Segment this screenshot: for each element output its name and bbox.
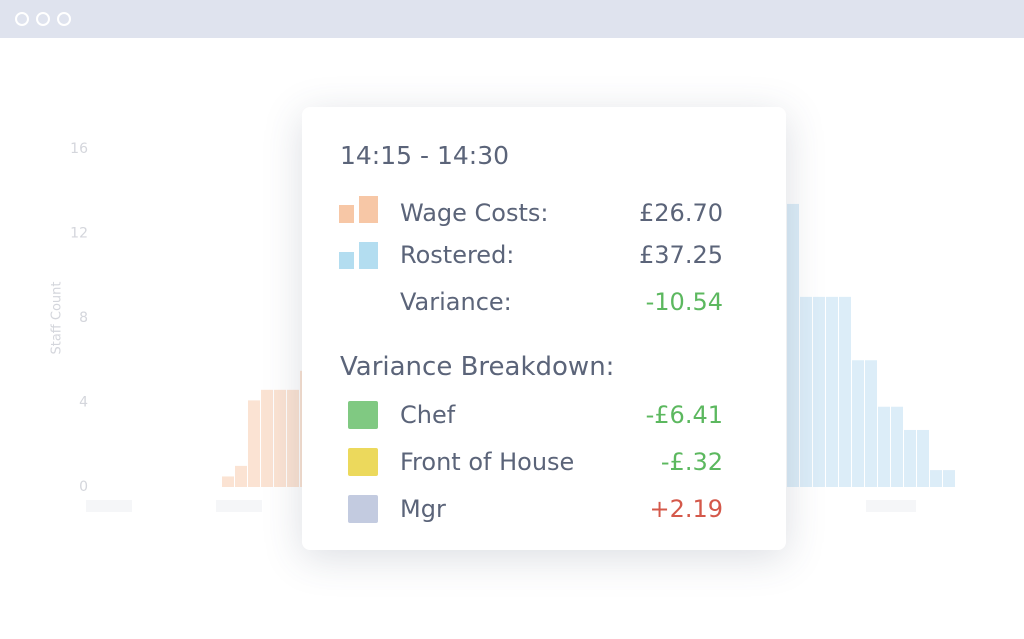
y-tick-label: 4 — [79, 395, 88, 411]
bar — [274, 389, 286, 487]
x-label-placeholder — [216, 500, 262, 512]
y-tick-label: 8 — [79, 310, 88, 326]
summary-label: Rostered: — [400, 241, 515, 269]
y-tick-label: 0 — [79, 479, 88, 495]
swatch — [348, 401, 378, 429]
window-dot — [57, 12, 71, 26]
summary-label: Variance: — [400, 288, 512, 316]
bar — [287, 389, 299, 487]
tooltip-card: 14:15 - 14:30 Variance Breakdown: Wage C… — [302, 107, 786, 550]
breakdown-value: -£.32 — [660, 448, 723, 476]
breakdown-label: Mgr — [400, 495, 446, 523]
icon — [359, 196, 378, 223]
breakdown-value: +2.19 — [649, 495, 723, 523]
summary-value: £26.70 — [639, 199, 723, 227]
swatch — [348, 495, 378, 523]
y-tick-label: 12 — [70, 226, 88, 242]
bar — [235, 465, 247, 487]
legend-icons — [339, 196, 378, 269]
summary-value: £37.25 — [639, 241, 723, 269]
bar — [917, 429, 929, 487]
x-label-placeholder — [866, 500, 916, 512]
bar — [891, 406, 903, 487]
bar — [852, 360, 864, 487]
icon — [359, 242, 378, 269]
summary-label: Wage Costs: — [400, 199, 549, 227]
bar — [248, 400, 260, 487]
bar — [787, 203, 799, 488]
breakdown-title: Variance Breakdown: — [340, 352, 615, 382]
summary-value: -10.54 — [645, 288, 723, 316]
bar — [261, 389, 273, 487]
swatch — [348, 448, 378, 476]
x-label-placeholder — [86, 500, 132, 512]
breakdown-label: Chef — [400, 401, 456, 429]
bar — [826, 296, 838, 487]
bar — [839, 296, 851, 487]
bar — [222, 476, 234, 487]
window-bar — [0, 0, 1024, 38]
breakdown-value: -£6.41 — [645, 401, 723, 429]
bar — [813, 296, 825, 487]
y-axis-label: Staff Count — [50, 281, 65, 354]
window-dot — [15, 12, 29, 26]
y-tick-label: 16 — [70, 141, 88, 157]
bar — [800, 296, 812, 487]
bar — [943, 470, 955, 487]
icon — [339, 252, 354, 269]
bar — [878, 406, 890, 487]
bar — [930, 470, 942, 487]
breakdown-label: Front of House — [400, 448, 575, 476]
time-range: 14:15 - 14:30 — [340, 141, 510, 170]
bar — [904, 429, 916, 487]
window-dot — [36, 12, 50, 26]
bar — [865, 360, 877, 487]
icon — [339, 205, 354, 223]
